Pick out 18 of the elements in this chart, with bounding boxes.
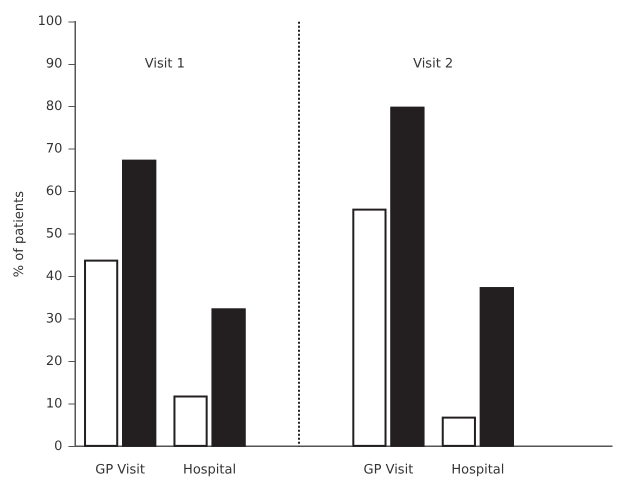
annotation: Visit 1 [144,56,185,72]
y-tick-label: 10 [46,396,62,412]
y-tick-label: 20 [46,354,62,369]
x-tick-label: GP Visit [364,462,414,478]
y-tick-label: 90 [46,56,62,72]
y-tick-label: 60 [46,184,62,200]
x-tick-label: GP Visit [95,462,146,478]
y-tick-label: 30 [46,311,62,326]
y-tick-label: 70 [46,142,62,157]
x-tick-label: Hospital [451,462,504,478]
y-axis-title: % of patients [12,190,28,278]
y-tick-label: 100 [38,14,62,30]
y-tick-label: 40 [46,268,62,284]
annotation: Visit 2 [413,56,454,72]
y-tick-label: 80 [46,99,62,114]
x-tick-label: Hospital [183,462,236,478]
y-tick-label: 50 [46,226,62,242]
y-tick-label: 0 [54,438,62,454]
